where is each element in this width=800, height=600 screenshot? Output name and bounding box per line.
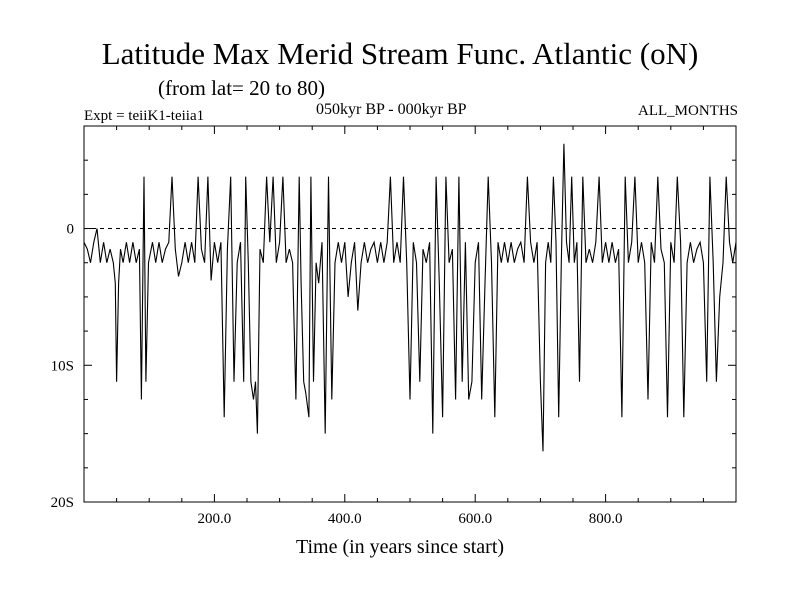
chart-title: Latitude Max Merid Stream Func. Atlantic… — [101, 36, 699, 71]
y-tick-label: 0 — [67, 222, 75, 238]
y-tick-label: 20S — [51, 495, 74, 511]
x-tick-label: 200.0 — [198, 511, 232, 527]
axis-ticks — [84, 126, 736, 502]
x-tick-label: 800.0 — [589, 511, 623, 527]
x-tick-label: 600.0 — [458, 511, 492, 527]
x-tick-label: 400.0 — [328, 511, 362, 527]
y-tick-label: 10S — [51, 358, 74, 374]
series-line — [83, 143, 737, 452]
experiment-label: Expt = teiiK1-teiia1 — [84, 108, 205, 124]
plot-frame — [83, 125, 737, 503]
period-label: 050kyr BP - 000kyr BP — [316, 101, 467, 118]
months-label: ALL_MONTHS — [638, 103, 738, 119]
chart-subtitle: (from lat= 20 to 80) — [158, 76, 325, 100]
x-axis-label: Time (in years since start) — [295, 536, 505, 558]
tick-labels: 200.0 400.0 600.0 800.0 0 10S 20S — [51, 222, 623, 527]
